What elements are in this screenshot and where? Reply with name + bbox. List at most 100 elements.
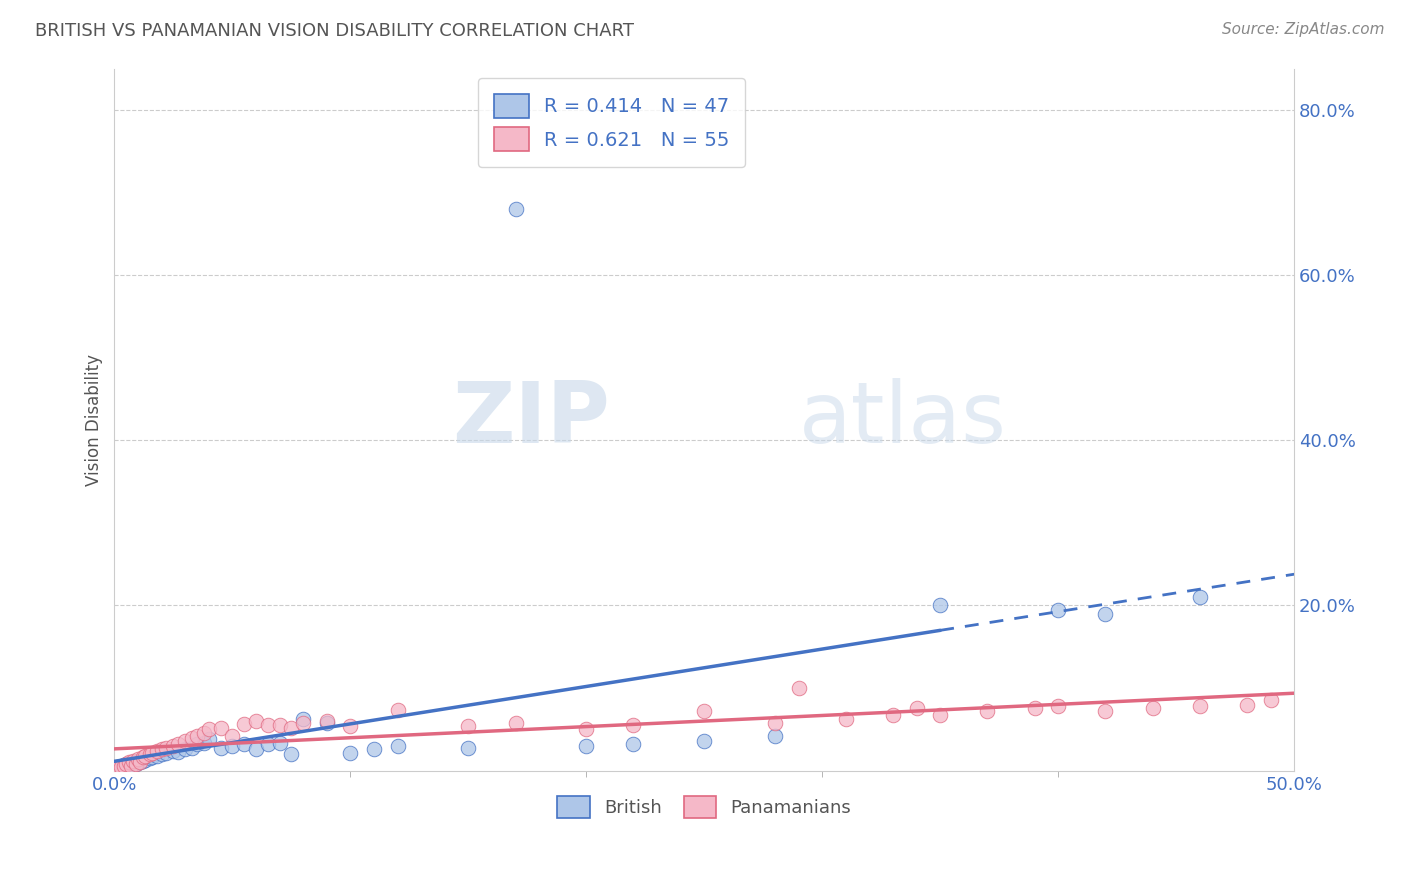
Point — [132, 754, 155, 768]
Point — [146, 744, 169, 758]
Point — [155, 746, 177, 760]
Point — [181, 731, 204, 745]
Point — [1188, 591, 1211, 605]
Point — [280, 721, 302, 735]
Point — [575, 723, 598, 737]
Point — [120, 758, 142, 772]
Point — [193, 725, 215, 739]
Point — [209, 721, 232, 735]
Point — [929, 707, 952, 722]
Point — [167, 745, 190, 759]
Point — [1094, 607, 1116, 621]
Point — [181, 740, 204, 755]
Point — [221, 729, 243, 743]
Point — [1047, 602, 1070, 616]
Point — [193, 736, 215, 750]
Point — [139, 747, 162, 761]
Point — [835, 713, 858, 727]
Point — [155, 740, 177, 755]
Point — [505, 715, 527, 730]
Point — [129, 756, 152, 770]
Point — [117, 756, 139, 770]
Point — [929, 599, 952, 613]
Point — [117, 758, 139, 772]
Point — [146, 748, 169, 763]
Point — [122, 756, 145, 770]
Point — [457, 719, 479, 733]
Point — [339, 719, 361, 733]
Point — [1188, 699, 1211, 714]
Point — [233, 737, 256, 751]
Point — [115, 757, 138, 772]
Point — [174, 742, 197, 756]
Point — [105, 761, 128, 775]
Point — [1236, 698, 1258, 712]
Point — [1047, 699, 1070, 714]
Point — [1142, 701, 1164, 715]
Point — [186, 737, 208, 751]
Point — [1094, 704, 1116, 718]
Point — [124, 757, 146, 772]
Text: BRITISH VS PANAMANIAN VISION DISABILITY CORRELATION CHART: BRITISH VS PANAMANIAN VISION DISABILITY … — [35, 22, 634, 40]
Point — [256, 737, 278, 751]
Point — [167, 737, 190, 751]
Point — [141, 746, 163, 760]
Point — [115, 757, 138, 772]
Legend: British, Panamanians: British, Panamanians — [550, 789, 859, 825]
Point — [134, 753, 156, 767]
Point — [110, 758, 132, 772]
Point — [339, 746, 361, 760]
Point — [882, 707, 904, 722]
Point — [132, 750, 155, 764]
Point — [105, 759, 128, 773]
Point — [269, 718, 291, 732]
Point — [623, 737, 645, 751]
Point — [120, 756, 142, 771]
Point — [363, 742, 385, 756]
Point — [315, 714, 337, 728]
Text: atlas: atlas — [799, 378, 1007, 461]
Point — [186, 729, 208, 743]
Text: ZIP: ZIP — [453, 378, 610, 461]
Point — [693, 704, 716, 718]
Point — [129, 756, 152, 770]
Point — [110, 760, 132, 774]
Point — [108, 759, 131, 773]
Point — [976, 704, 998, 718]
Point — [134, 748, 156, 763]
Point — [174, 734, 197, 748]
Point — [457, 740, 479, 755]
Point — [139, 751, 162, 765]
Point — [315, 715, 337, 730]
Point — [575, 739, 598, 753]
Point — [269, 736, 291, 750]
Point — [197, 732, 219, 747]
Point — [209, 740, 232, 755]
Y-axis label: Vision Disability: Vision Disability — [86, 353, 103, 485]
Point — [162, 744, 184, 758]
Point — [280, 747, 302, 761]
Text: Source: ZipAtlas.com: Source: ZipAtlas.com — [1222, 22, 1385, 37]
Point — [693, 734, 716, 748]
Point — [141, 750, 163, 764]
Point — [763, 729, 786, 743]
Point — [112, 758, 135, 772]
Point — [763, 715, 786, 730]
Point — [124, 757, 146, 772]
Point — [112, 758, 135, 772]
Point — [245, 714, 267, 728]
Point — [127, 752, 149, 766]
Point — [162, 739, 184, 753]
Point — [623, 718, 645, 732]
Point — [221, 739, 243, 753]
Point — [787, 681, 810, 695]
Point — [1024, 701, 1046, 715]
Point — [387, 739, 409, 753]
Point — [387, 702, 409, 716]
Point — [233, 717, 256, 731]
Point — [127, 754, 149, 768]
Point — [108, 759, 131, 773]
Point — [150, 742, 173, 756]
Point — [256, 718, 278, 732]
Point — [292, 713, 315, 727]
